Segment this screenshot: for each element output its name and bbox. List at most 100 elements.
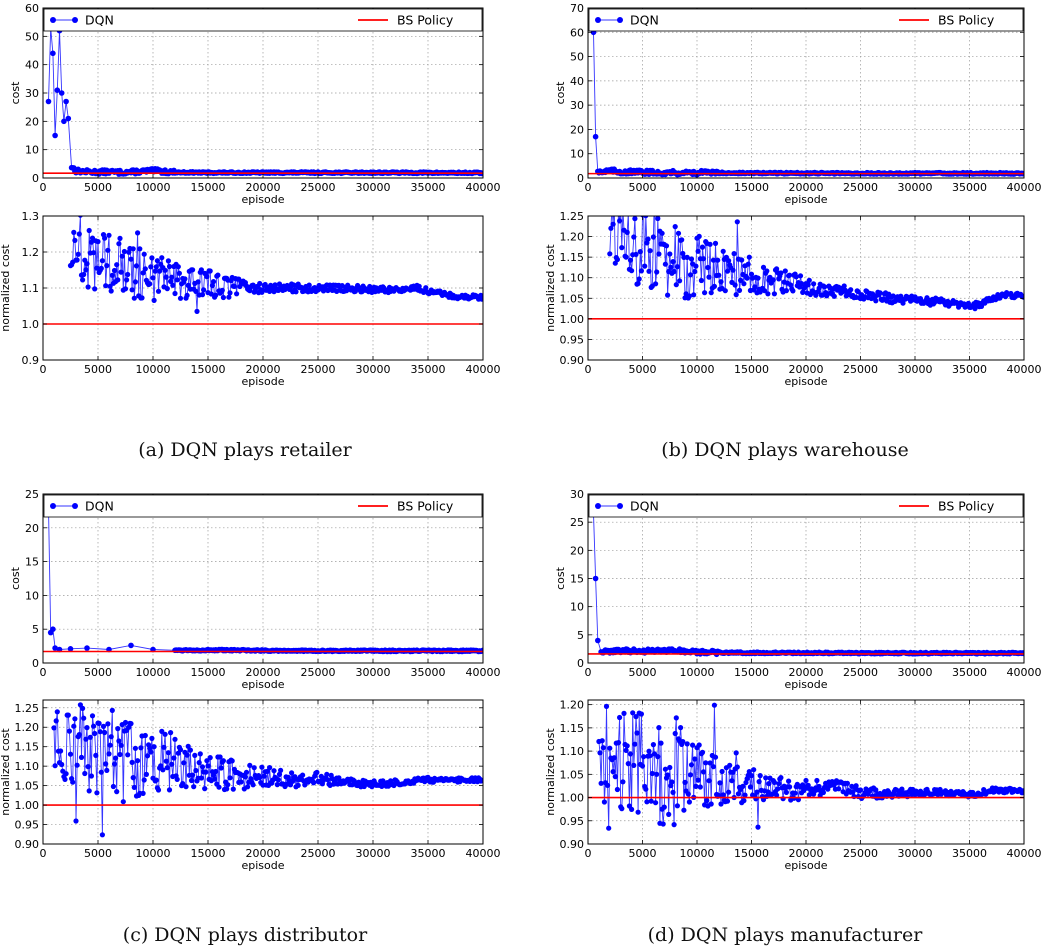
dqn-point [787, 272, 793, 278]
dqn-point [274, 782, 280, 788]
dqn-point [172, 290, 178, 297]
dqn-point [122, 719, 129, 726]
dqn-point [724, 798, 731, 804]
dqn-point [148, 264, 154, 270]
dqn-point [243, 769, 250, 775]
dqn-point [52, 645, 58, 651]
dqn-point [92, 286, 98, 292]
x-tick-label: 30000 [898, 847, 933, 860]
dqn-point [740, 783, 746, 790]
dqn-series-line [48, 27, 483, 176]
dqn-point [629, 268, 635, 274]
dqn-point [775, 786, 781, 792]
dqn-point [663, 243, 670, 249]
dqn-point [732, 282, 738, 288]
legend-dqn-label: DQN [630, 499, 659, 514]
x-tick-label: 5000 [629, 363, 657, 376]
dqn-point [59, 761, 65, 768]
x-tick-label: 20000 [246, 363, 281, 376]
dqn-point [660, 821, 666, 827]
dqn-point [729, 778, 735, 784]
dqn-point [117, 751, 123, 758]
y-tick-label: 0 [577, 657, 584, 670]
dqn-point [607, 745, 613, 751]
dqn-point [654, 771, 660, 777]
dqn-point [638, 268, 645, 274]
dqn-point [139, 295, 145, 301]
dqn-point [259, 764, 265, 770]
dqn-point [141, 777, 147, 783]
y-axis-label: cost [9, 81, 22, 105]
x-tick-label: 35000 [952, 666, 987, 679]
x-tick-label: 40000 [1007, 666, 1042, 679]
dqn-point [168, 278, 174, 284]
x-tick-label: 5000 [84, 847, 112, 860]
dqn-point [752, 284, 758, 290]
legend-box [43, 494, 483, 518]
dqn-point [73, 818, 79, 824]
dqn-point [152, 268, 158, 274]
dqn-point [300, 772, 306, 778]
dqn-point [680, 739, 686, 745]
dqn-point [610, 221, 616, 227]
dqn-point [142, 732, 148, 739]
dqn-point [88, 773, 94, 779]
dqn-point [74, 257, 80, 263]
dqn-point [104, 767, 110, 774]
x-tick-label: 10000 [680, 666, 715, 679]
dqn-point [670, 259, 676, 265]
y-tick-label: 1.05 [560, 768, 585, 781]
dqn-point [83, 267, 89, 273]
caption-a: (a) DQN plays retailer [138, 439, 352, 461]
x-tick-label: 30000 [356, 363, 391, 376]
dqn-point [391, 782, 397, 789]
dqn-point [900, 300, 906, 306]
legend-dqn-marker [50, 17, 56, 23]
dqn-point [218, 765, 224, 771]
dqn-point [641, 754, 647, 760]
dqn-point [238, 779, 244, 785]
dqn-point [102, 729, 108, 736]
dqn-point [122, 286, 129, 292]
dqn-point [771, 779, 778, 786]
dqn-point [617, 218, 623, 224]
x-tick-label: 40000 [1007, 363, 1042, 376]
legend-bs-label: BS Policy [397, 499, 454, 514]
dqn-point [720, 792, 726, 798]
dqn-point [138, 745, 144, 751]
dqn-point [766, 781, 772, 787]
dqn-point [635, 280, 641, 287]
y-tick-label: 1.0 [22, 318, 40, 331]
dqn-point [603, 703, 610, 710]
dqn-point [198, 267, 204, 273]
dqn-point [193, 288, 199, 294]
y-tick-label: 5 [32, 623, 39, 636]
dqn-point [696, 233, 702, 239]
dqn-point [805, 282, 811, 288]
dqn-point [181, 760, 187, 766]
dqn-point [118, 742, 124, 748]
dqn-point [606, 825, 612, 831]
dqn-point [217, 754, 223, 760]
dqn-point [182, 276, 188, 282]
legend-dqn-label: DQN [630, 13, 659, 28]
caption-c: (c) DQN plays distributor [122, 924, 368, 946]
dqn-point [800, 289, 806, 295]
dqn-point [50, 50, 56, 57]
dqn-point [151, 297, 157, 303]
dqn-point [643, 786, 649, 792]
x-axis-label: episode [784, 859, 827, 872]
dqn-point [873, 787, 879, 793]
y-tick-label: 20 [25, 522, 39, 535]
dqn-point [786, 778, 792, 784]
y-axis-label: normalized cost [0, 728, 12, 816]
dqn-point [696, 742, 702, 748]
data-layer [588, 29, 1024, 178]
dqn-point [675, 230, 682, 236]
x-tick-label: 30000 [898, 666, 933, 679]
x-tick-label: 30000 [898, 181, 933, 194]
dqn-point [51, 725, 57, 731]
legend-dqn-marker [595, 503, 601, 509]
dqn-point [699, 244, 706, 250]
x-tick-label: 10000 [136, 181, 171, 194]
